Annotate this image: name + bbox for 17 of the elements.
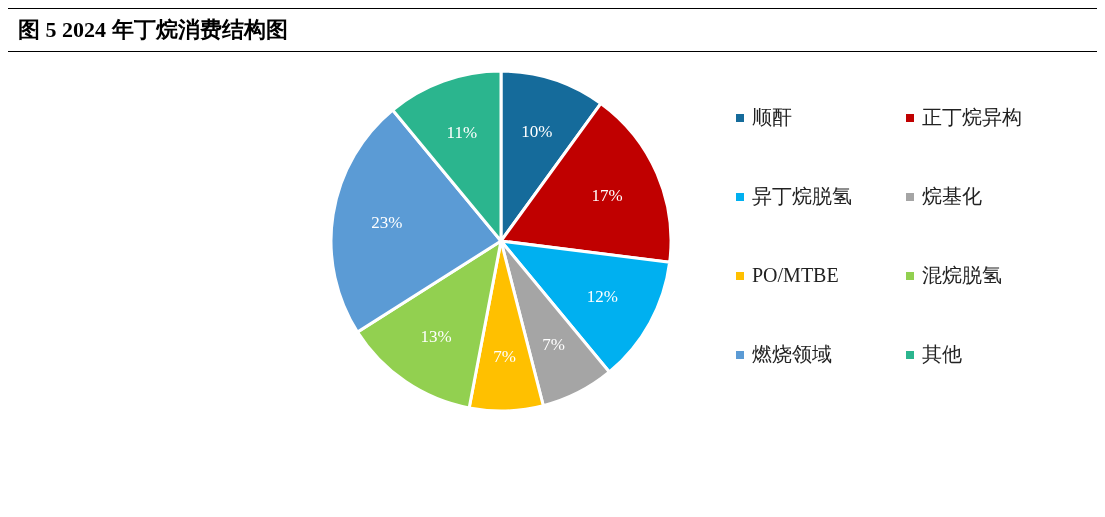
data-label: 13% <box>420 327 452 347</box>
data-label: 17% <box>591 185 623 205</box>
legend-label: PO/MTBE <box>752 264 839 287</box>
data-label: 7% <box>542 334 565 354</box>
legend-label: 混烷脱氢 <box>922 263 1002 288</box>
legend-label: 烷基化 <box>922 184 982 209</box>
legend-label: 正丁烷异构 <box>922 105 1022 130</box>
legend-label: 其他 <box>922 342 962 367</box>
legend-label: 顺酐 <box>752 105 792 130</box>
text: 图 5 2024 年丁烷消费结构图 <box>8 8 1097 52</box>
data-label: 10% <box>521 121 553 141</box>
legend-label: 异丁烷脱氢 <box>752 184 852 209</box>
data-label: 12% <box>586 287 618 307</box>
data-label: 11% <box>446 122 478 142</box>
legend-label: 燃烧领域 <box>752 342 832 367</box>
data-label: 23% <box>371 213 403 233</box>
data-label: 7% <box>493 347 516 367</box>
